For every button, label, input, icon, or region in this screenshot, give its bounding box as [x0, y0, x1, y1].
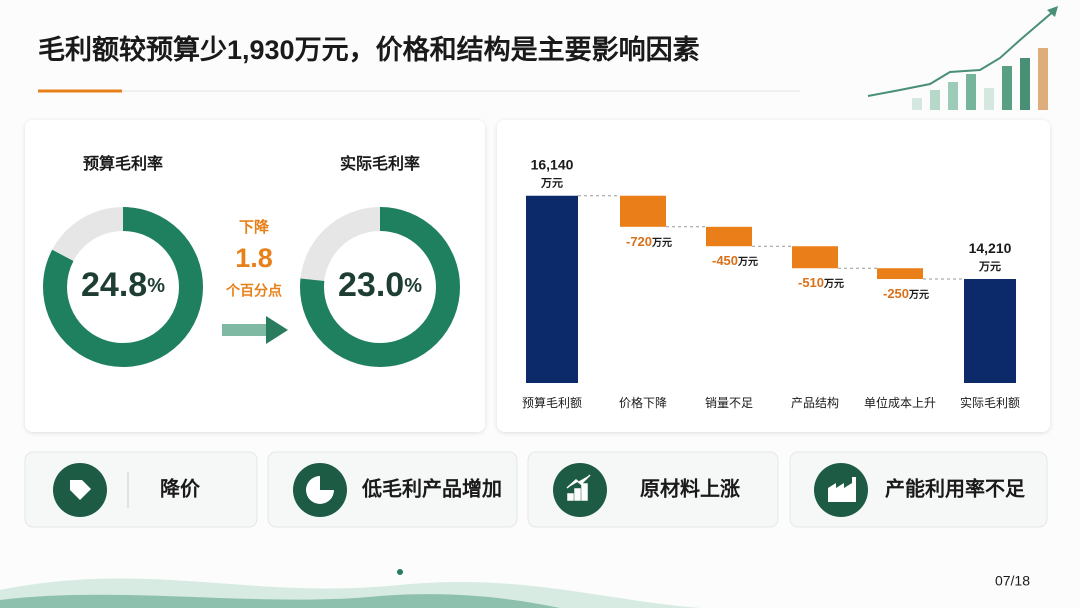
donut-label: 24.8% — [81, 266, 165, 304]
icon-growth-glyph — [566, 474, 591, 501]
bar — [706, 226, 752, 247]
donut-arc — [300, 207, 460, 367]
value-label: -510万元 — [798, 276, 844, 291]
x-tick-label: 预算毛利额 — [522, 395, 582, 410]
value-label: 14,210 万元 — [969, 240, 1012, 273]
factor-label: 产能利用率不足 — [885, 476, 1026, 500]
value-label: -450万元 — [712, 254, 758, 269]
bar — [526, 195, 578, 383]
bar — [877, 268, 923, 280]
change-value: 1.8 — [235, 243, 273, 273]
change-unit: 个百分点 — [225, 283, 282, 299]
arrow — [222, 316, 288, 344]
value-label: 16,140 万元 — [531, 156, 574, 189]
slide-title: 毛利额较预算少1,930万元，价格和结构是主要影响因素 — [38, 34, 700, 65]
bar — [964, 279, 1016, 383]
x-tick-label: 单位成本上升 — [864, 395, 936, 410]
change-direction: 下降 — [239, 218, 270, 236]
bar — [620, 195, 666, 227]
x-tick-label: 价格下降 — [619, 395, 667, 410]
x-tick-label: 销量不足 — [705, 396, 753, 410]
donut-label: 23.0% — [338, 266, 422, 304]
page-number: 07/18 — [995, 573, 1030, 589]
factor-label: 原材料上涨 — [640, 477, 740, 500]
right-panel — [497, 120, 1050, 432]
factor-cards: 降价 低毛利产品增加 原材料上涨 产能利用率不足 — [24, 451, 1048, 528]
x-tick-label: 产品结构 — [791, 395, 839, 410]
donut-title: 预算毛利率 — [83, 154, 163, 173]
donut-title: 实际毛利率 — [340, 154, 420, 173]
donut-arc — [43, 207, 203, 367]
bar — [792, 246, 838, 269]
value-label: -720万元 — [626, 234, 672, 249]
decor-chart — [867, 6, 1058, 110]
x-tick-label: 实际毛利额 — [960, 395, 1020, 410]
value-label: -250万元 — [883, 286, 929, 301]
icon-tag-glyph — [70, 480, 91, 500]
icon-pie-glyph — [306, 476, 334, 504]
dot — [397, 569, 403, 575]
wave — [0, 594, 560, 608]
icon-factory-glyph — [828, 477, 856, 502]
factor-label: 降价 — [160, 476, 201, 500]
factor-label: 低毛利产品增加 — [361, 476, 502, 500]
